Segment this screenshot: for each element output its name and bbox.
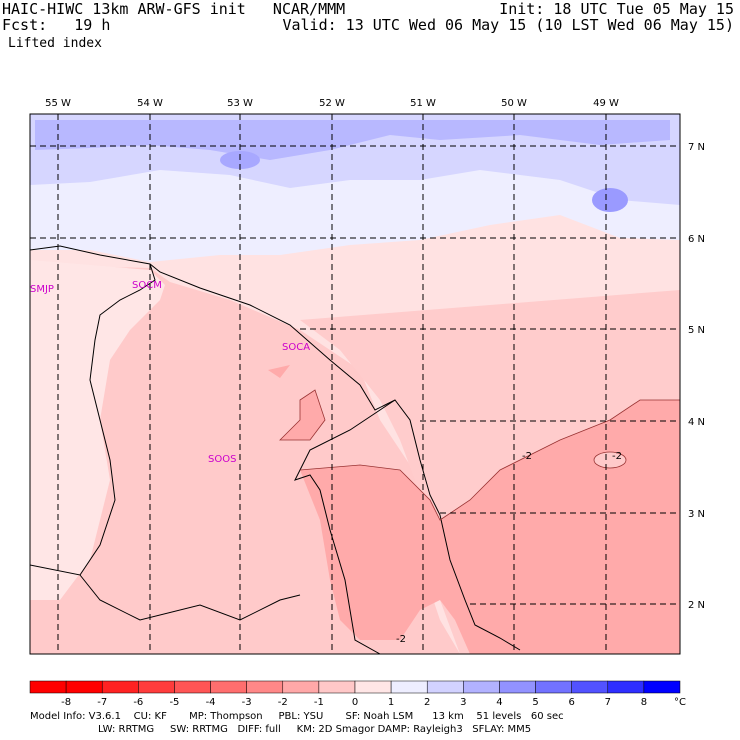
lat-labels: 7 N 6 N 5 N 4 N 3 N 2 N <box>688 142 705 611</box>
colorbar-swatch <box>318 680 356 694</box>
station-labels: SMJP SOCM SOCA SOOS <box>30 280 310 465</box>
lon-label: 49 W <box>593 98 619 109</box>
border-french-guiana <box>294 399 396 654</box>
footer-model-info: Model Info: V3.6.1 CU: KF MP: Thompson P… <box>30 711 564 722</box>
colorbar: -8 -7 -6 -5 -4 -3 -2 -1 0 1 2 3 4 5 6 7 8 <box>29 680 681 708</box>
field-band-2-3 <box>35 120 670 160</box>
lat-label: 6 N <box>688 234 705 245</box>
init-time: Init: 18 UTC Tue 05 May 15 <box>499 0 734 18</box>
colorbar-label: -3 <box>242 697 252 708</box>
contour-label: -2 <box>396 634 406 645</box>
station-socm: SOCM <box>132 280 162 291</box>
station-soca: SOCA <box>282 342 310 353</box>
colorbar-label: -1 <box>314 697 324 708</box>
coastlines <box>30 245 521 654</box>
colorbar-swatch <box>571 680 609 694</box>
colorbar-swatch <box>29 680 67 694</box>
colorbar-label: 5 <box>532 697 538 708</box>
colorbar-swatch <box>390 680 428 694</box>
colorbar-label: 6 <box>568 697 574 708</box>
contour-m2-patch <box>279 389 326 441</box>
colorbar-label: -2 <box>278 697 288 708</box>
map-frame <box>29 113 681 655</box>
field-band-m3-m2 <box>300 400 680 654</box>
station-soos: SOOS <box>208 454 236 465</box>
lat-label: 7 N <box>688 142 705 153</box>
contour-label: -2 <box>522 451 532 462</box>
field-hole <box>594 452 626 468</box>
valid-time: Valid: 13 UTC Wed 06 May 15 (10 LST Wed … <box>282 16 734 34</box>
coastline <box>30 245 521 651</box>
lat-label: 2 N <box>688 600 705 611</box>
colorbar-swatch <box>282 680 320 694</box>
colorbar-label: -6 <box>133 697 143 708</box>
lon-label: 52 W <box>319 98 345 109</box>
field-patch-m3 <box>280 390 325 440</box>
contour-label: -2 <box>612 451 622 462</box>
colorbar-label: 0 <box>352 697 358 708</box>
field-core-3-4 <box>592 188 628 212</box>
forecast-hour: Fcst: 19 h <box>2 16 111 34</box>
lat-label: 5 N <box>688 325 705 336</box>
colorbar-swatch <box>463 680 500 694</box>
colorbar-swatch <box>643 680 681 694</box>
lon-label: 55 W <box>45 98 71 109</box>
contour-m2-main <box>299 399 680 521</box>
colorbar-swatch <box>246 680 284 694</box>
lat-label: 3 N <box>688 509 705 520</box>
colorbar-label: 7 <box>605 697 611 708</box>
colorbar-label: 4 <box>496 697 502 708</box>
colorbar-label: -5 <box>169 697 179 708</box>
colorbar-swatch <box>535 680 572 694</box>
lifted-index-field <box>30 114 680 654</box>
colorbar-swatch <box>607 680 645 694</box>
colorbar-label: 8 <box>641 697 647 708</box>
contours-m2 <box>279 389 680 521</box>
station-smjp: SMJP <box>30 284 54 295</box>
lon-labels: 55 W 54 W 53 W 52 W 51 W 50 W 49 W <box>45 98 619 109</box>
colorbar-swatch <box>210 680 247 694</box>
lon-label: 53 W <box>227 98 253 109</box>
field-patch-small <box>268 365 290 378</box>
colorbar-swatch <box>426 680 464 694</box>
lon-label: 51 W <box>410 98 436 109</box>
colorbar-swatch <box>65 680 103 694</box>
header-title: HAIC-HIWC 13km ARW-GFS init NCAR/MMM <box>2 0 346 18</box>
contour-labels: -2 -2 -2 <box>396 451 622 645</box>
contour-m2-hole <box>593 451 627 469</box>
footer-physics: LW: RRTMG SW: RRTMG DIFF: full KM: 2D Sm… <box>98 724 532 735</box>
border-suriname-south <box>79 574 301 621</box>
border-suriname-west <box>30 263 156 576</box>
colorbar-label: 2 <box>424 697 430 708</box>
graticule <box>30 114 680 654</box>
colorbar-swatch <box>101 680 139 694</box>
colorbar-unit: °C <box>674 697 686 708</box>
colorbar-swatch <box>354 680 392 694</box>
colorbar-label: -4 <box>206 697 216 708</box>
lon-label: 54 W <box>137 98 163 109</box>
colorbar-swatch <box>499 680 536 694</box>
lon-label: 50 W <box>501 98 527 109</box>
colorbar-label: 3 <box>460 697 466 708</box>
colorbar-label: -7 <box>97 697 107 708</box>
field-name: Lifted index <box>8 36 102 51</box>
lat-label: 4 N <box>688 417 705 428</box>
colorbar-swatch <box>138 680 175 694</box>
colorbar-swatch <box>174 680 211 694</box>
colorbar-label: -8 <box>61 697 71 708</box>
field-band-coastal <box>30 260 165 600</box>
colorbar-label: 1 <box>388 697 394 708</box>
